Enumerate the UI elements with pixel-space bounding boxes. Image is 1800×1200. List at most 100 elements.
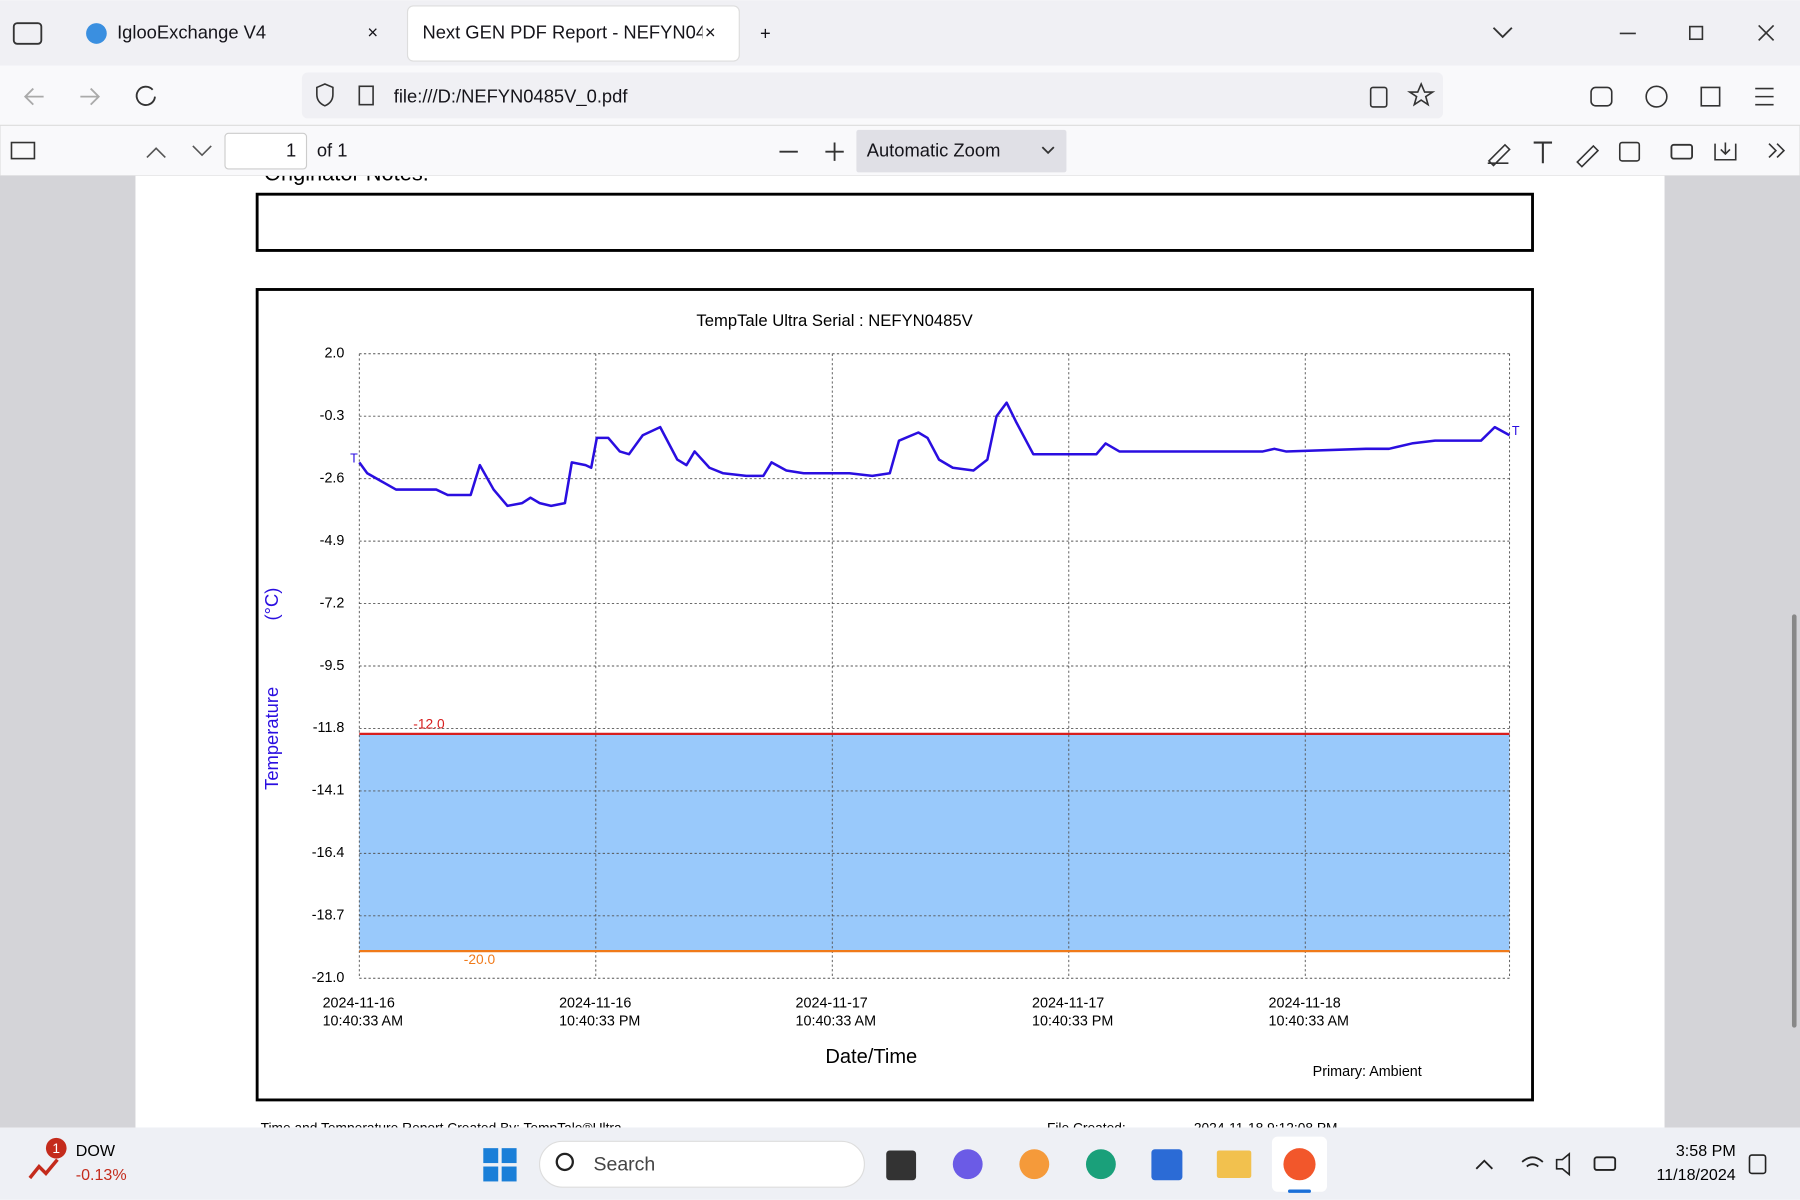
start[interactable] [483,1148,517,1182]
clock-time[interactable]: 3:58 PM [1676,1142,1736,1160]
limit-label: -12.0 [413,716,445,731]
notifications[interactable] [1748,1154,1767,1175]
notes-heading: Originator Notes: [264,160,429,185]
x-tick-label: 10:40:33 PM [1032,1014,1113,1030]
y-tick-label: -7.2 [320,595,345,611]
bookmark[interactable] [1407,81,1436,107]
search-icon [555,1152,574,1172]
y-axis-unit: (°C) [261,588,282,621]
widget-stocks[interactable]: 1 DOW -0.13% [28,1137,127,1184]
app-explorer[interactable] [1216,1150,1252,1178]
battery[interactable] [1593,1156,1617,1171]
y-tick-label: -21.0 [312,970,345,986]
y-tick-label: -0.3 [320,408,345,424]
forward[interactable] [80,87,101,106]
next-page[interactable] [192,145,212,157]
back[interactable] [23,87,44,106]
y-tick-label: -4.9 [320,533,345,549]
x-tick-label: 2024-11-16 [559,995,631,1011]
plot: 2.0 -0.3 -2.6 -4.9 -7.2 -9.5 -11.8 -14.1 -16.4 -1… [312,346,1520,1030]
x-axis-label: Date/Time [825,1046,917,1068]
page-input[interactable] [224,132,308,170]
badge [45,1137,67,1159]
scrollbar[interactable] [1791,614,1797,1028]
zoom-in[interactable] [825,142,844,161]
footer-value: 2024-11-18 9:12:08 PM [1194,1120,1338,1135]
shield[interactable] [316,83,334,107]
acceptable-band [359,733,1510,952]
active-indicator [1288,1189,1311,1193]
zoom-value: Automatic Zoom [867,140,1001,161]
y-axis-label: Temperature [261,687,282,790]
highlight[interactable] [1487,143,1511,167]
data-line [358,401,1511,508]
x-tick-label: 10:40:33 AM [796,1014,876,1030]
tab-close[interactable]: × [367,21,378,42]
print[interactable] [1670,143,1694,160]
y-tick-label: -9.5 [320,658,345,674]
url-bar[interactable] [301,72,1443,119]
clock-date[interactable]: 11/18/2024 [1657,1166,1736,1184]
tab[interactable]: IglooExchange V4 × [86,21,378,44]
reload[interactable] [135,85,156,106]
save[interactable] [1714,142,1737,161]
account[interactable] [1645,85,1668,108]
footer-label: File Created: [1047,1120,1126,1135]
wifi[interactable] [1521,1156,1544,1168]
app-edge[interactable] [1085,1149,1116,1180]
footer-left: Time and Temperature Report Created By: … [261,1120,622,1135]
tray-overflow[interactable] [1475,1159,1493,1170]
pocket[interactable] [1590,86,1613,107]
zoom-arrow [1041,146,1055,155]
volume[interactable] [1555,1152,1571,1177]
x-tick-label: 2024-11-17 [1032,995,1104,1011]
start-marker: T [350,451,358,465]
y-tick-label: -14.1 [312,783,345,799]
tab-active[interactable]: Next GEN PDF Report - NEFYN0485 × [406,5,740,62]
task-view[interactable] [886,1150,917,1181]
pdf-page [135,175,1665,1128]
reader-view[interactable] [1369,86,1388,108]
ticker-change: -0.13% [76,1166,127,1184]
x-tick-label: 10:40:33 AM [323,1014,403,1030]
primary-sensor: Primary: Ambient [1313,1064,1422,1080]
favicon [86,23,107,44]
page-icon [358,85,374,106]
draw[interactable] [1576,144,1600,168]
close[interactable] [1758,24,1775,41]
search-box[interactable] [538,1140,865,1188]
x-tick-label: 10:40:33 PM [559,1014,640,1030]
more-tools[interactable] [1768,143,1786,159]
menu[interactable] [1755,87,1774,106]
url[interactable]: file:///D:/NEFYN0485V_0.pdf [394,86,629,108]
tab-list-button[interactable] [12,22,43,45]
y-tick-label: 2.0 [324,346,344,362]
sidebar-toggle[interactable] [10,141,36,160]
y-tick-label: -18.7 [312,908,345,924]
app-teams[interactable] [952,1149,983,1180]
limit-label: -20.0 [464,952,496,967]
end-marker: T [1512,424,1520,438]
prev-page[interactable] [146,147,166,159]
new-tab[interactable]: + [760,22,771,43]
search-placeholder: Search [593,1154,655,1176]
chart-title: TempTale Ultra Serial : NEFYN0485V [696,311,973,330]
x-tick-label: 2024-11-17 [796,995,868,1011]
tab-overflow[interactable] [1492,27,1513,39]
page-number: 1 [286,140,296,161]
app-store[interactable] [1151,1149,1183,1181]
image-tool[interactable] [1618,141,1641,162]
tab-close[interactable]: × [705,21,716,42]
restore[interactable] [1688,25,1704,41]
y-tick-label: -2.6 [320,470,345,486]
tab-bar [0,0,1800,66]
app-firefox[interactable] [1283,1148,1316,1181]
x-tick-label: 2024-11-16 [323,995,395,1011]
chart-frame [255,288,1534,1102]
zoom-select[interactable] [856,129,1067,173]
extensions[interactable] [1700,86,1721,107]
x-tick-label: 10:40:33 AM [1269,1014,1349,1030]
app-copilot[interactable] [1019,1149,1050,1180]
text-tool[interactable] [1533,141,1553,164]
